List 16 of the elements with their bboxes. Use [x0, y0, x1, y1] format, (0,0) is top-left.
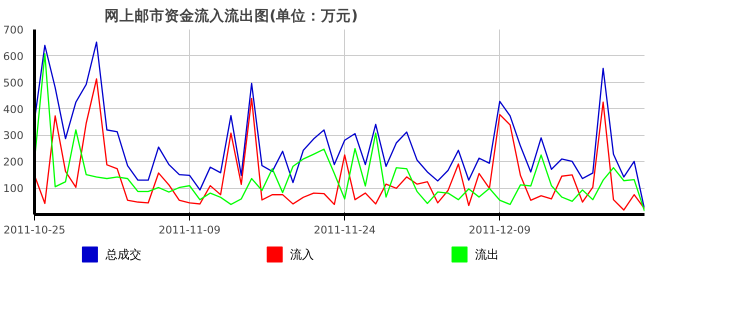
line-series	[34, 78, 644, 211]
x-tick-label: 2011-11-24	[314, 224, 376, 236]
x-tick-label: 2011-10-25	[4, 224, 66, 236]
x-tick-label: 2011-12-09	[468, 224, 531, 236]
y-tick-label: 700	[3, 24, 24, 36]
legend-label: 流入	[290, 248, 314, 262]
y-tick-label: 100	[3, 182, 24, 196]
x-tick-label: 2011-11-09	[158, 224, 221, 236]
y-tick-label: 300	[3, 129, 24, 142]
legend-label: 流出	[474, 248, 499, 262]
y-tick-label: 200	[3, 156, 24, 169]
y-tick-label: 400	[3, 102, 24, 116]
y-tick-label: 600	[3, 50, 24, 63]
chart-title: 网上邮市资金流入流出图(单位：万元)	[104, 6, 358, 24]
legend-label: 总成交	[104, 248, 142, 262]
y-tick-label: 500	[3, 76, 24, 90]
